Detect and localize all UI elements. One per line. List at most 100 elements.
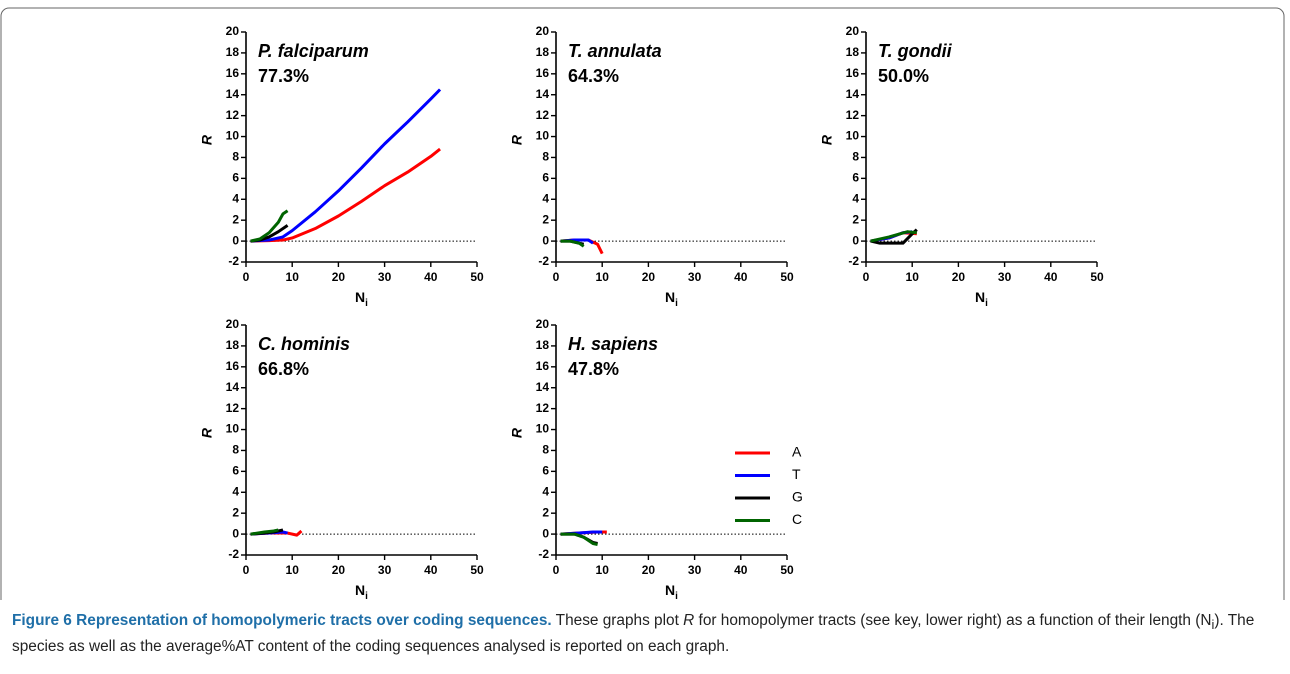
y-tick-label: 20 bbox=[536, 24, 550, 38]
x-tick-label: 20 bbox=[952, 270, 966, 284]
y-tick-label: 14 bbox=[226, 380, 240, 394]
y-tick-label: 10 bbox=[536, 129, 550, 143]
caption-text: ). The species as well as the average%AT… bbox=[12, 612, 1255, 656]
panel-subtitle: 77.3% bbox=[258, 66, 309, 86]
y-tick-label: 6 bbox=[232, 171, 239, 185]
x-tick-label: 20 bbox=[332, 563, 346, 577]
x-tick-label: 10 bbox=[286, 270, 300, 284]
legend-label: A bbox=[792, 444, 802, 460]
y-tick-label: 0 bbox=[542, 526, 549, 540]
x-tick-label: 20 bbox=[642, 563, 656, 577]
y-tick-label: 16 bbox=[536, 359, 550, 373]
panel: -2 0 2 4 6 8 10 12 14 16 18 20 0 10 20 30 40 50 H. sapiens… bbox=[509, 317, 803, 600]
x-tick-label: 40 bbox=[1044, 270, 1058, 284]
y-tick-label: 0 bbox=[542, 233, 549, 247]
y-tick-label: 6 bbox=[232, 464, 239, 478]
y-tick-label: 0 bbox=[232, 526, 239, 540]
x-tick-label: 30 bbox=[998, 270, 1012, 284]
panel-title: T. gondii bbox=[878, 41, 953, 61]
y-tick-label: 18 bbox=[226, 338, 240, 352]
y-tick-label: 2 bbox=[232, 505, 239, 519]
series-line bbox=[560, 239, 585, 248]
x-tick-label: 10 bbox=[596, 563, 610, 577]
panel: -2 0 2 4 6 8 10 12 14 16 18 20 0 10 20 30 40 50 T. annulat… bbox=[509, 24, 794, 308]
y-tick-label: 4 bbox=[232, 484, 239, 498]
x-tick-label: 0 bbox=[553, 270, 560, 284]
x-tick-label: 30 bbox=[378, 563, 392, 577]
y-tick-label: 16 bbox=[226, 359, 240, 373]
y-tick-label: -2 bbox=[228, 547, 239, 561]
legend-label: G bbox=[792, 489, 803, 505]
y-tick-label: 12 bbox=[226, 108, 240, 122]
x-axis-label: Ni bbox=[355, 582, 368, 600]
y-axis-label: R bbox=[199, 427, 215, 438]
y-tick-label: 2 bbox=[542, 212, 549, 226]
y-axis-label: R bbox=[819, 134, 835, 145]
caption-text: These graphs plot bbox=[555, 612, 684, 629]
y-tick-label: 18 bbox=[226, 45, 240, 59]
x-tick-label: 0 bbox=[863, 270, 870, 284]
x-tick-label: 50 bbox=[780, 563, 794, 577]
legend-label: C bbox=[792, 511, 802, 527]
y-tick-label: 8 bbox=[542, 150, 549, 164]
panel-subtitle: 50.0% bbox=[878, 66, 929, 86]
y-tick-label: 4 bbox=[852, 191, 859, 205]
x-tick-label: 50 bbox=[780, 270, 794, 284]
x-tick-label: 40 bbox=[734, 563, 748, 577]
y-tick-label: 16 bbox=[846, 66, 860, 80]
y-tick-label: 8 bbox=[232, 443, 239, 457]
x-tick-label: 40 bbox=[424, 563, 438, 577]
x-tick-label: 10 bbox=[286, 563, 300, 577]
y-tick-label: 18 bbox=[536, 45, 550, 59]
y-tick-label: 20 bbox=[226, 317, 240, 331]
series-line bbox=[560, 532, 598, 547]
caption-text: for homopolymer tracts (see key, lower r… bbox=[694, 612, 1212, 629]
panel-subtitle: 66.8% bbox=[258, 359, 309, 379]
y-tick-label: 10 bbox=[226, 422, 240, 436]
frame bbox=[0, 7, 1285, 600]
y-tick-label: 8 bbox=[232, 150, 239, 164]
y-tick-label: 8 bbox=[542, 443, 549, 457]
y-tick-label: 0 bbox=[852, 233, 859, 247]
panel: -2 0 2 4 6 8 10 12 14 16 18 20 0 10 20 30 40 50 T. gondii 5… bbox=[819, 24, 1104, 308]
x-tick-label: 0 bbox=[243, 270, 250, 284]
x-axis-label-sub: i bbox=[365, 298, 368, 309]
x-axis-label: Ni bbox=[665, 582, 678, 600]
y-axis-label: R bbox=[199, 134, 215, 145]
y-tick-label: 20 bbox=[846, 24, 860, 38]
y-tick-label: 18 bbox=[846, 45, 860, 59]
caption-text: R bbox=[683, 612, 695, 629]
x-axis-label-sub: i bbox=[985, 298, 988, 309]
y-tick-label: 16 bbox=[226, 66, 240, 80]
x-tick-label: 40 bbox=[734, 270, 748, 284]
y-tick-label: -2 bbox=[228, 254, 239, 268]
y-tick-label: -2 bbox=[848, 254, 859, 268]
y-tick-label: -2 bbox=[538, 547, 549, 561]
caption: Figure 6 Representation of homopolymeric… bbox=[12, 610, 1274, 658]
y-tick-label: 2 bbox=[542, 505, 549, 519]
caption-label: Figure 6 Representation of homopolymeric… bbox=[12, 612, 552, 629]
y-tick-label: 10 bbox=[846, 129, 860, 143]
series-line bbox=[250, 88, 442, 243]
y-tick-label: 4 bbox=[542, 484, 549, 498]
y-tick-label: 16 bbox=[536, 66, 550, 80]
y-tick-label: 18 bbox=[536, 338, 550, 352]
caption-text: i bbox=[1211, 617, 1215, 633]
panel: -2 0 2 4 6 8 10 12 14 16 18 20 0 10 20 30 40 50 P. falcipa… bbox=[199, 24, 484, 308]
y-tick-label: 6 bbox=[542, 464, 549, 478]
x-axis-label: Ni bbox=[975, 289, 988, 309]
panel-title: T. annulata bbox=[568, 41, 662, 61]
x-axis-label-sub: i bbox=[365, 591, 368, 600]
series-line bbox=[870, 230, 917, 243]
y-axis-label: R bbox=[509, 134, 525, 145]
y-tick-label: 20 bbox=[536, 317, 550, 331]
x-axis-label: Ni bbox=[355, 289, 368, 309]
y-tick-label: 20 bbox=[226, 24, 240, 38]
y-tick-label: 8 bbox=[852, 150, 859, 164]
y-tick-label: 14 bbox=[536, 87, 550, 101]
y-axis-label: R bbox=[509, 427, 525, 438]
y-tick-label: 4 bbox=[232, 191, 239, 205]
x-tick-label: 40 bbox=[424, 270, 438, 284]
y-tick-label: 10 bbox=[226, 129, 240, 143]
